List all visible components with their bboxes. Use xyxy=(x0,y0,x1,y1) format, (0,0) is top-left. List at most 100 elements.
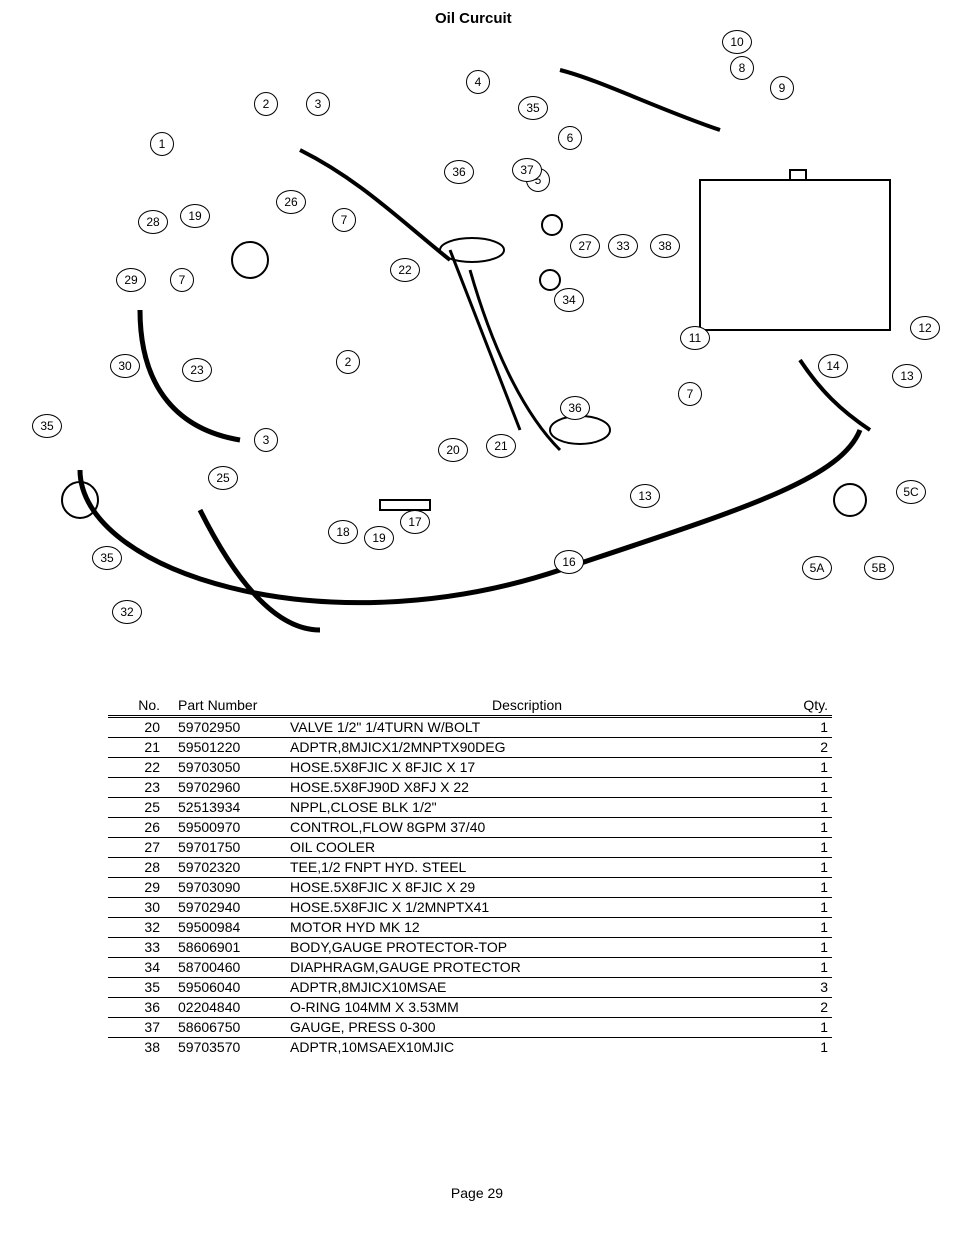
parts-table: No. Part Number Description Qty. 2059702… xyxy=(108,695,832,1057)
cell-pn: 58700460 xyxy=(174,958,286,978)
callout-2: 2 xyxy=(336,350,360,374)
callout-5C: 5C xyxy=(896,480,926,504)
cell-desc: HOSE.5X8FJIC X 1/2MNPTX41 xyxy=(286,898,768,918)
cell-qty: 1 xyxy=(768,898,832,918)
callout-23: 23 xyxy=(182,358,212,382)
cell-desc: CONTROL,FLOW 8GPM 37/40 xyxy=(286,818,768,838)
callout-4: 4 xyxy=(466,70,490,94)
cell-desc: ADPTR,8MJICX10MSAE xyxy=(286,978,768,998)
callout-3: 3 xyxy=(254,428,278,452)
cell-pn: 58606901 xyxy=(174,938,286,958)
table-row: 2959703090HOSE.5X8FJIC X 8FJIC X 291 xyxy=(108,878,832,898)
cell-desc: HOSE.5X8FJIC X 8FJIC X 17 xyxy=(286,758,768,778)
callout-26: 26 xyxy=(276,190,306,214)
cell-qty: 1 xyxy=(768,838,832,858)
cell-pn: 59702940 xyxy=(174,898,286,918)
callout-34: 34 xyxy=(554,288,584,312)
cell-qty: 1 xyxy=(768,938,832,958)
callout-7: 7 xyxy=(170,268,194,292)
cell-no: 27 xyxy=(108,838,174,858)
callout-16: 16 xyxy=(554,550,584,574)
cell-pn: 59703050 xyxy=(174,758,286,778)
cell-no: 30 xyxy=(108,898,174,918)
callout-37: 37 xyxy=(512,158,542,182)
table-row: 2759701750OIL COOLER1 xyxy=(108,838,832,858)
cell-no: 21 xyxy=(108,738,174,758)
callout-36: 36 xyxy=(560,396,590,420)
callout-33: 33 xyxy=(608,234,638,258)
table-row: 2859702320TEE,1/2 FNPT HYD. STEEL1 xyxy=(108,858,832,878)
callout-14: 14 xyxy=(818,354,848,378)
cell-pn: 59501220 xyxy=(174,738,286,758)
callout-10: 10 xyxy=(722,30,752,54)
table-row: 2552513934NPPL,CLOSE BLK 1/2"1 xyxy=(108,798,832,818)
cell-no: 26 xyxy=(108,818,174,838)
cell-pn: 59702950 xyxy=(174,717,286,738)
cell-no: 28 xyxy=(108,858,174,878)
cell-pn: 59703570 xyxy=(174,1038,286,1058)
callout-35: 35 xyxy=(518,96,548,120)
callout-8: 8 xyxy=(730,56,754,80)
col-header-part-number: Part Number xyxy=(174,695,286,717)
cell-desc: NPPL,CLOSE BLK 1/2" xyxy=(286,798,768,818)
cell-no: 33 xyxy=(108,938,174,958)
cell-desc: HOSE.5X8FJIC X 8FJIC X 29 xyxy=(286,878,768,898)
callout-12: 12 xyxy=(910,316,940,340)
cell-pn: 59506040 xyxy=(174,978,286,998)
cell-qty: 3 xyxy=(768,978,832,998)
callout-28: 28 xyxy=(138,210,168,234)
cell-pn: 59703090 xyxy=(174,878,286,898)
cell-pn: 59702960 xyxy=(174,778,286,798)
callout-1: 1 xyxy=(150,132,174,156)
callout-9: 9 xyxy=(770,76,794,100)
cell-no: 34 xyxy=(108,958,174,978)
cell-pn: 59500970 xyxy=(174,818,286,838)
cell-no: 38 xyxy=(108,1038,174,1058)
cell-no: 23 xyxy=(108,778,174,798)
table-row: 3859703570ADPTR,10MSAEX10MJIC1 xyxy=(108,1038,832,1058)
table-row: 3602204840O-RING 104MM X 3.53MM2 xyxy=(108,998,832,1018)
cell-pn: 59701750 xyxy=(174,838,286,858)
cell-qty: 1 xyxy=(768,1018,832,1038)
callout-35: 35 xyxy=(92,546,122,570)
cell-pn: 58606750 xyxy=(174,1018,286,1038)
callout-20: 20 xyxy=(438,438,468,462)
table-row: 3559506040ADPTR,8MJICX10MSAE3 xyxy=(108,978,832,998)
cell-desc: HOSE.5X8FJ90D X8FJ X 22 xyxy=(286,778,768,798)
cell-pn: 59500984 xyxy=(174,918,286,938)
cell-desc: O-RING 104MM X 3.53MM xyxy=(286,998,768,1018)
cell-desc: MOTOR HYD MK 12 xyxy=(286,918,768,938)
table-row: 2259703050HOSE.5X8FJIC X 8FJIC X 171 xyxy=(108,758,832,778)
diagram-lineart-placeholder xyxy=(20,10,934,670)
callout-22: 22 xyxy=(390,258,420,282)
page-number: Page 29 xyxy=(0,1185,954,1201)
callout-36: 36 xyxy=(444,160,474,184)
parts-table-body: 2059702950VALVE 1/2" 1/4TURN W/BOLT12159… xyxy=(108,717,832,1058)
cell-no: 37 xyxy=(108,1018,174,1038)
cell-qty: 1 xyxy=(768,758,832,778)
cell-qty: 1 xyxy=(768,858,832,878)
callout-3: 3 xyxy=(306,92,330,116)
cell-desc: BODY,GAUGE PROTECTOR-TOP xyxy=(286,938,768,958)
cell-qty: 1 xyxy=(768,958,832,978)
callout-13: 13 xyxy=(630,484,660,508)
cell-pn: 59702320 xyxy=(174,858,286,878)
callout-5A: 5A xyxy=(802,556,832,580)
cell-qty: 1 xyxy=(768,798,832,818)
cell-desc: ADPTR,10MSAEX10MJIC xyxy=(286,1038,768,1058)
callout-19: 19 xyxy=(364,526,394,550)
callout-32: 32 xyxy=(112,600,142,624)
cell-desc: DIAPHRAGM,GAUGE PROTECTOR xyxy=(286,958,768,978)
page: Oil Curcuit xyxy=(0,0,954,1235)
cell-desc: OIL COOLER xyxy=(286,838,768,858)
callout-25: 25 xyxy=(208,466,238,490)
callout-27: 27 xyxy=(570,234,600,258)
cell-desc: VALVE 1/2" 1/4TURN W/BOLT xyxy=(286,717,768,738)
cell-no: 25 xyxy=(108,798,174,818)
cell-desc: GAUGE, PRESS 0-300 xyxy=(286,1018,768,1038)
cell-no: 36 xyxy=(108,998,174,1018)
callout-38: 38 xyxy=(650,234,680,258)
cell-qty: 1 xyxy=(768,878,832,898)
oil-circuit-diagram: Oil Curcuit xyxy=(20,10,934,670)
callout-19: 19 xyxy=(180,204,210,228)
